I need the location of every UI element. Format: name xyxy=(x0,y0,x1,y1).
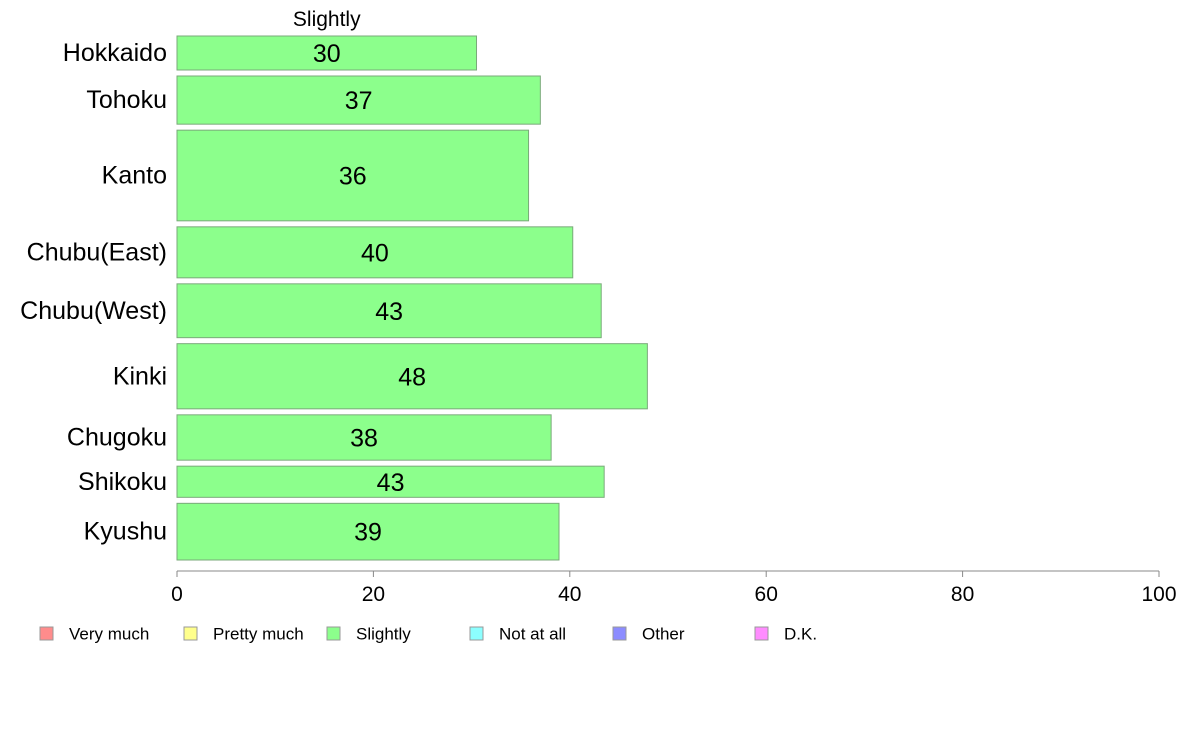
x-tick-label-3: 40 xyxy=(558,583,581,606)
legend-label-4: Not at all xyxy=(499,625,566,644)
bar-8 xyxy=(176,465,605,498)
bar-5 xyxy=(176,283,602,339)
bars-group xyxy=(176,35,648,561)
x-tick-label-5: 80 xyxy=(951,583,974,606)
bar-3 xyxy=(176,129,530,222)
bar-9 xyxy=(176,502,560,561)
x-tick-label-1: 0 xyxy=(171,583,183,606)
x-tick-label-2: 20 xyxy=(362,583,385,606)
legend-swatch-6 xyxy=(754,626,769,641)
x-tick-label-4: 60 xyxy=(755,583,778,606)
bar-7 xyxy=(176,414,552,461)
category-label-8: Shikoku xyxy=(78,468,167,496)
legend: Very much Pretty much Slightly Not at all Ot… xyxy=(39,625,817,644)
x-axis: 0 20 40 60 80 100 xyxy=(171,570,1177,606)
value-label-3: 36 xyxy=(339,163,367,191)
value-label-5: 43 xyxy=(375,298,403,326)
category-label-2: Tohoku xyxy=(86,86,167,114)
value-label-6: 48 xyxy=(398,363,426,391)
bar-6 xyxy=(176,343,648,410)
legend-swatch-4 xyxy=(469,626,484,641)
legend-label-6: D.K. xyxy=(784,625,817,644)
legend-swatch-1 xyxy=(39,626,54,641)
bar-4 xyxy=(176,226,574,279)
category-label-9: Kyushu xyxy=(84,518,167,546)
legend-label-1: Very much xyxy=(69,625,149,644)
value-label-2: 37 xyxy=(345,87,373,115)
legend-label-5: Other xyxy=(642,625,685,644)
bar-1 xyxy=(176,35,478,71)
bar-2 xyxy=(176,75,541,125)
category-label-6: Kinki xyxy=(113,362,167,390)
value-label-4: 40 xyxy=(361,239,389,267)
legend-swatch-2 xyxy=(183,626,198,641)
segment-title: Slightly xyxy=(293,8,361,31)
legend-label-2: Pretty much xyxy=(213,625,304,644)
legend-label-3: Slightly xyxy=(356,625,411,644)
value-label-9: 39 xyxy=(354,519,382,547)
legend-swatch-3 xyxy=(326,626,341,641)
value-label-8: 43 xyxy=(377,469,405,497)
value-label-7: 38 xyxy=(350,425,378,453)
category-label-7: Chugoku xyxy=(67,424,167,452)
category-label-5: Chubu(West) xyxy=(20,297,167,325)
labels-group: Hokkaido 30 Tohoku 37 Kanto 36 Chubu(East) 40 Ch… xyxy=(20,39,426,547)
category-label-4: Chubu(East) xyxy=(27,238,167,266)
category-label-1: Hokkaido xyxy=(63,39,167,67)
category-label-3: Kanto xyxy=(102,162,167,190)
legend-swatch-5 xyxy=(612,626,627,641)
x-tick-label-6: 100 xyxy=(1141,583,1176,606)
value-label-1: 30 xyxy=(313,40,341,68)
